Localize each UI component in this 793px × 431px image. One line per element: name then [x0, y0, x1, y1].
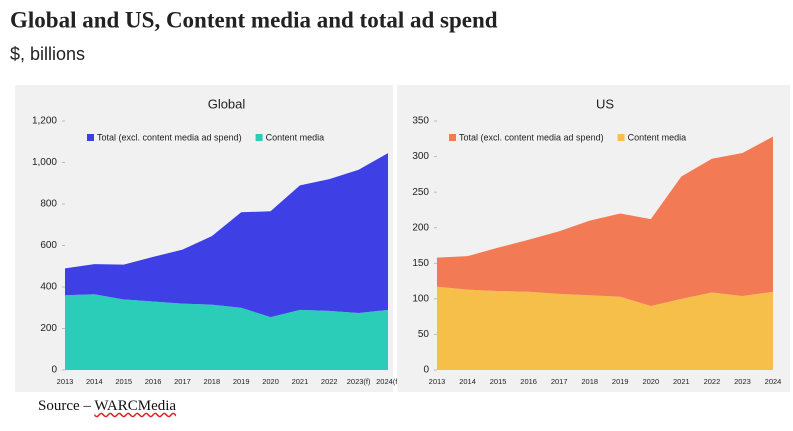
- area: [437, 286, 773, 370]
- source-label: Source –: [38, 398, 95, 414]
- legend-label: Content media: [628, 132, 687, 142]
- legend-swatch: [449, 134, 456, 141]
- y-tick-label: 250: [412, 187, 429, 198]
- x-tick-label: 2020: [642, 377, 659, 386]
- legend-label: Total (excl. content media ad spend): [459, 132, 604, 142]
- x-tick-label: 2016: [145, 377, 162, 386]
- source-name: WARCMedia: [94, 398, 177, 414]
- x-tick-label: 2018: [581, 377, 598, 386]
- x-tick-label: 2019: [612, 377, 629, 386]
- y-tick-label: 200: [412, 222, 429, 233]
- x-tick-label: 2014: [459, 377, 476, 386]
- y-tick-label: 800: [40, 199, 57, 210]
- area: [437, 136, 773, 306]
- panel-title: Global: [208, 96, 246, 111]
- x-tick-label: 2022: [704, 377, 721, 386]
- x-tick-label: 2013: [429, 377, 446, 386]
- legend-swatch: [87, 134, 94, 141]
- y-tick-label: 1,200: [32, 116, 57, 127]
- y-tick-label: 350: [412, 116, 429, 127]
- x-tick-label: 2018: [203, 377, 220, 386]
- x-tick-label: 2017: [174, 377, 191, 386]
- x-tick-label: 2020: [262, 377, 279, 386]
- x-tick-label: 2024: [765, 377, 782, 386]
- x-tick-label: 2023: [734, 377, 751, 386]
- x-tick-label: 2019: [233, 377, 250, 386]
- x-tick-label: 2021: [292, 377, 309, 386]
- x-tick-label: 2013: [57, 377, 74, 386]
- x-tick-label: 2017: [551, 377, 568, 386]
- x-tick-label: 2022: [321, 377, 338, 386]
- source: Source – WARCMedia: [38, 398, 176, 415]
- x-tick-label: 2024(f): [376, 377, 400, 386]
- y-tick-label: 1,000: [32, 157, 57, 168]
- subtitle: $, billions: [10, 44, 85, 64]
- y-tick-label: 100: [412, 293, 429, 304]
- x-tick-label: 2016: [520, 377, 537, 386]
- title: Global and US, Content media and total a…: [10, 7, 498, 32]
- x-tick-label: 2015: [490, 377, 507, 386]
- y-tick-label: 200: [40, 323, 57, 334]
- y-tick-label: 50: [418, 329, 430, 340]
- x-tick-label: 2015: [115, 377, 132, 386]
- x-tick-label: 2021: [673, 377, 690, 386]
- legend-label: Total (excl. content media ad spend): [97, 132, 242, 142]
- y-tick-label: 600: [40, 240, 57, 251]
- legend-swatch: [255, 134, 263, 141]
- y-tick-label: 150: [412, 258, 429, 269]
- y-tick-label: 300: [412, 151, 429, 162]
- y-tick-label: 0: [51, 365, 57, 376]
- area: [65, 294, 388, 370]
- y-tick-label: 0: [423, 365, 429, 376]
- panel-title: US: [596, 96, 614, 111]
- x-tick-label: 2023(f): [347, 377, 371, 386]
- legend-swatch: [617, 134, 625, 141]
- legend-label: Content media: [266, 132, 325, 142]
- area: [65, 153, 388, 318]
- x-tick-label: 2014: [86, 377, 103, 386]
- y-tick-label: 400: [40, 282, 57, 293]
